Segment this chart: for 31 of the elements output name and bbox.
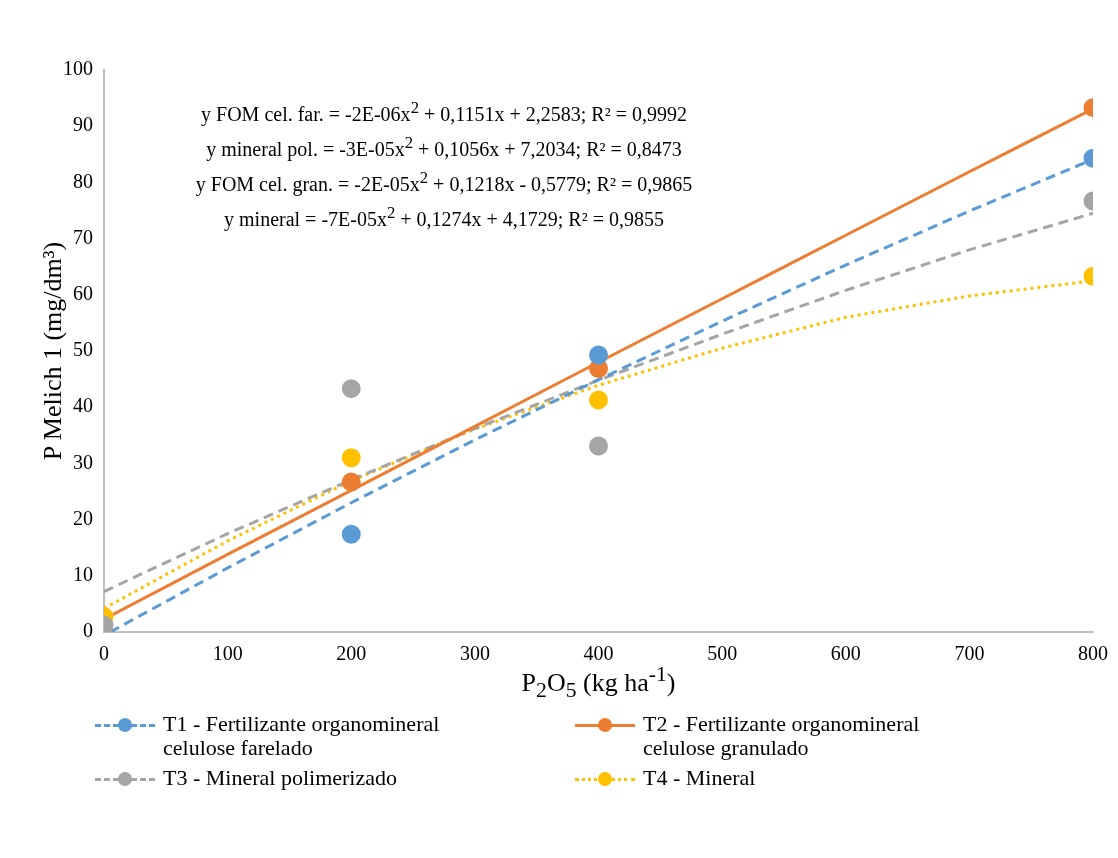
annotation: y mineral = -7E-05x$^{2}$ + 0,1274x + 4,1729; R² = 0,9855 bbox=[224, 203, 664, 231]
x-tick-label: 400 bbox=[583, 642, 614, 665]
y-tick-label: 100 bbox=[63, 57, 93, 80]
y-tick-label: 0 bbox=[83, 619, 93, 642]
y-tick-label: 70 bbox=[73, 225, 93, 248]
y-tick-label: 20 bbox=[73, 506, 93, 529]
y-tick-label: 60 bbox=[73, 282, 93, 305]
legend-label: T4 - Mineral bbox=[643, 765, 757, 791]
x-tick-label: 700 bbox=[954, 642, 985, 665]
annotation: y FOM cel. gran. = -2E-05x$^{2}$ + 0,1218x - 0,5779; R² = 0,9865 bbox=[195, 168, 693, 196]
y-tick-label: 40 bbox=[73, 394, 93, 417]
y-tick-label: 80 bbox=[73, 169, 93, 192]
legend-label: T3 - Mineral polimerizado bbox=[163, 765, 398, 791]
x-tick-label: 800 bbox=[1078, 642, 1108, 665]
legend-label: T2 - Fertilizante organomineral celulose granulado bbox=[643, 711, 921, 761]
x-tick-label: 500 bbox=[707, 642, 738, 665]
x-tick-label: 200 bbox=[336, 642, 367, 665]
x-tick-label: 300 bbox=[459, 642, 490, 665]
legend-label: T1 - Fertilizante organomineral celulose farelado bbox=[163, 711, 441, 761]
x-tick-label: 600 bbox=[830, 642, 861, 665]
x-tick-label: 100 bbox=[212, 642, 243, 665]
y-tick-label: 10 bbox=[73, 563, 93, 586]
x-axis-title: P$_{2}$O$_{5}$ (kg ha$^{-1}$) bbox=[521, 662, 676, 702]
y-tick-label: 90 bbox=[73, 113, 93, 136]
x-tick-label: 0 bbox=[99, 642, 109, 665]
annotation: y FOM cel. far. = -2E-06x$^{2}$ + 0,1151x + 2,2583; R² = 0,9992 bbox=[201, 98, 687, 126]
y-tick-label: 50 bbox=[73, 338, 93, 361]
y-axis-title: P Melich 1 (mg/dm³) bbox=[38, 241, 68, 461]
y-tick-label: 30 bbox=[73, 450, 93, 473]
annotation: y mineral pol. = -3E-05x$^{2}$ + 0,1056x + 7,2034; R² = 0,8473 bbox=[206, 133, 682, 161]
point bbox=[589, 345, 608, 365]
